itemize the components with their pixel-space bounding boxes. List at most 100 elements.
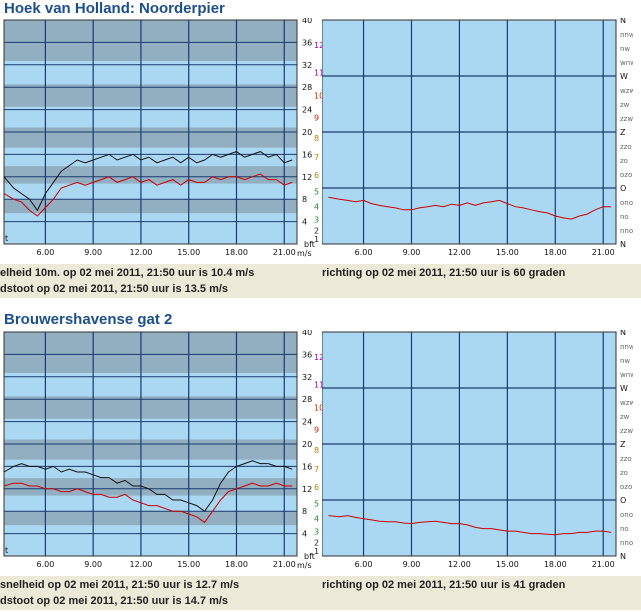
y-tick-label: 12: [302, 173, 312, 182]
direction-major-label: N: [620, 552, 626, 561]
y-tick-label: 24: [302, 418, 312, 427]
bft-tick-label: 3: [314, 527, 319, 536]
bft-tick-label: 4: [314, 202, 319, 211]
direction-minor-label: ozo: [620, 171, 632, 179]
x-tick-label: 15.00: [177, 560, 200, 569]
wind-speed-chart: 6.00 9.00 12.00 15.00 18.00 21.00481216202428…: [3, 18, 324, 258]
direction-minor-label: zzo: [620, 455, 632, 463]
station-title: Brouwershavense gat 2: [4, 311, 173, 328]
direction-minor-label: zw: [620, 413, 630, 421]
x-tick-label: 6.00: [36, 248, 54, 257]
y-tick-label: 16: [302, 150, 312, 159]
x-tick-label: 9.00: [84, 560, 102, 569]
direction-minor-label: nno: [620, 227, 633, 235]
x-tick-label: 18.00: [544, 248, 567, 257]
direction-series-line: [328, 515, 612, 536]
direction-readout: richting op 02 mei 2011, 21:50 uur is 41…: [322, 579, 566, 591]
y-tick-label: 8: [302, 507, 307, 516]
bft-tick-label: 10: [314, 92, 324, 101]
direction-minor-label: nno: [620, 539, 633, 547]
y-tick-label: 28: [302, 395, 312, 404]
beaufort-band: [4, 20, 297, 61]
bft-tick-label: 11: [314, 381, 324, 390]
y-tick-label: 12: [302, 485, 312, 494]
direction-minor-label: ono: [620, 199, 633, 207]
x-tick-label: 12.00: [129, 248, 152, 257]
bft-tick-label: 2: [314, 226, 319, 235]
direction-major-label: W: [620, 72, 628, 81]
plot-frame: [322, 19, 617, 245]
bft-tick-label: 3: [314, 215, 319, 224]
x-tick-label: 21.00: [273, 248, 296, 257]
x-tick-label: 6.00: [355, 248, 373, 257]
speed-series-line: [3, 482, 293, 524]
x-tick-label: 21.00: [592, 560, 615, 569]
y-tick-label: 4: [302, 218, 307, 227]
bft-tick-label: 9: [314, 113, 319, 122]
gust-readout: dstoot op 02 mei 2011, 21:50 uur is 13.5…: [0, 283, 229, 295]
gust-series-line: [3, 460, 293, 512]
x-tick-label: 21.00: [273, 560, 296, 569]
wind-speed-chart: 6.00 9.00 12.00 15.00 18.00 21.00481216202428…: [3, 330, 324, 570]
direction-major-label: O: [620, 496, 626, 505]
y-tick-label: 8: [302, 195, 307, 204]
y-tick-label: 28: [302, 83, 312, 92]
direction-minor-label: nw: [620, 45, 630, 53]
station-title: Hoek van Holland: Noorderpier: [4, 0, 225, 17]
y-tick-label: 20: [302, 128, 312, 137]
bft-tick-label: 5: [314, 188, 319, 197]
station-panel-1: Hoek van Holland: Noorderpier 6.00 9.00 12…: [0, 0, 641, 300]
x-tick-label: 6.00: [36, 560, 54, 569]
y-tick-label: 40: [302, 18, 312, 25]
direction-minor-label: ozo: [620, 483, 632, 491]
direction-series-line: [328, 196, 612, 220]
bft-tick-label: 6: [314, 483, 319, 492]
y-tick-label: 4: [302, 530, 307, 539]
x-tick-label: 9.00: [84, 248, 102, 257]
bft-tick-label: 2: [314, 538, 319, 547]
gust-series-line: [3, 151, 293, 212]
direction-major-label: Z: [620, 128, 626, 137]
station-panel-2: Brouwershavense gat 2 6.00 9.00 12.00 15.00…: [0, 310, 641, 612]
bft-tick-label: 11: [314, 69, 324, 78]
x-tick-label: 12.00: [448, 560, 471, 569]
bft-tick-label: 8: [314, 134, 319, 143]
bft-unit-label: bft: [304, 552, 315, 561]
y-tick-label: 32: [302, 61, 312, 70]
direction-major-label: N: [620, 330, 626, 337]
x-tick-label: 12.00: [448, 248, 471, 257]
beaufort-band: [4, 439, 297, 460]
y-tick-label: 32: [302, 373, 312, 382]
speed-readout: elheid 10m. op 02 mei 2011, 21:50 uur is…: [0, 267, 255, 279]
direction-major-label: N: [620, 18, 626, 25]
x-tick-label: 18.00: [225, 248, 248, 257]
x-tick-label: 15.00: [496, 560, 519, 569]
direction-minor-label: wzw: [620, 399, 633, 407]
direction-minor-label: no: [620, 213, 629, 221]
direction-minor-label: wzw: [620, 87, 633, 95]
bft-unit-label: bft: [304, 240, 315, 249]
status-bar: snelheid op 02 mei 2011, 21:50 uur is 12…: [0, 576, 641, 610]
bft-tick-label: 12: [314, 41, 324, 50]
direction-major-label: O: [620, 184, 626, 193]
bft-tick-label: 1: [314, 547, 319, 556]
direction-major-label: W: [620, 384, 628, 393]
beaufort-band: [4, 199, 297, 214]
x-tick-label: 21.00: [592, 248, 615, 257]
bft-tick-label: 4: [314, 514, 319, 523]
direction-minor-label: wnw: [620, 59, 633, 67]
x-tick-label: 6.00: [355, 560, 373, 569]
direction-minor-label: zzo: [620, 143, 632, 151]
direction-minor-label: wnw: [620, 371, 633, 379]
x-tick-label: 15.00: [177, 248, 200, 257]
direction-minor-label: nnw: [620, 343, 633, 351]
beaufort-band: [4, 127, 297, 148]
direction-minor-label: zo: [620, 157, 628, 165]
bft-tick-label: 7: [314, 153, 319, 162]
plot-frame: [3, 331, 298, 557]
y-tick-label: 20: [302, 440, 312, 449]
ms-unit-label: m/s: [297, 249, 312, 258]
direction-major-label: N: [620, 240, 626, 249]
x-tick-label: 9.00: [403, 560, 421, 569]
plot-frame: [322, 331, 617, 557]
